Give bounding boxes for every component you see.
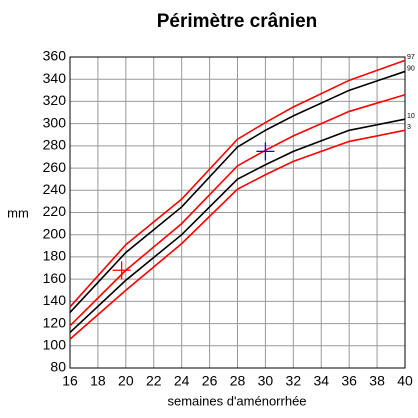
y-tick-label: 280 — [43, 137, 67, 153]
x-tick-label: 26 — [202, 373, 218, 389]
curve — [69, 59, 406, 308]
y-axis-label: mm — [7, 205, 29, 220]
x-axis-label: semaines d'aménorrhée — [167, 393, 306, 408]
x-tick-label: 16 — [62, 373, 78, 389]
curve — [69, 70, 406, 314]
x-tick-label: 36 — [341, 373, 357, 389]
y-tick-label: 320 — [43, 92, 67, 108]
x-tick-label: 34 — [313, 373, 329, 389]
y-tick-label: 200 — [43, 225, 67, 241]
y-tick-label: 80 — [50, 359, 66, 375]
curve — [69, 93, 406, 327]
y-tick-label: 300 — [43, 114, 67, 130]
x-tick-label: 30 — [258, 373, 274, 389]
x-tick-label: 38 — [369, 373, 385, 389]
y-tick-label: 100 — [43, 336, 67, 352]
x-tick-label: 28 — [230, 373, 246, 389]
x-tick-label: 24 — [174, 373, 190, 389]
x-tick-label: 40 — [397, 373, 413, 389]
chart-title: Périmètre crânien — [157, 11, 318, 32]
curve — [69, 129, 406, 340]
y-tick-label: 340 — [43, 70, 67, 86]
curve-label: 97 — [407, 54, 415, 61]
y-tick-label: 140 — [43, 292, 67, 308]
x-tick-label: 32 — [286, 373, 302, 389]
plot-frame — [69, 56, 406, 369]
curve-label: 10 — [407, 113, 415, 120]
curve-label: 90 — [407, 65, 415, 72]
y-tick-label: 260 — [43, 159, 67, 175]
curve — [69, 118, 406, 334]
curve-label: 3 — [407, 124, 411, 131]
y-tick-label: 160 — [43, 270, 67, 286]
x-tick-label: 22 — [146, 373, 162, 389]
x-tick-label: 20 — [118, 373, 134, 389]
y-tick-label: 240 — [43, 181, 67, 197]
y-tick-label: 220 — [43, 203, 67, 219]
x-tick-label: 18 — [90, 373, 106, 389]
y-tick-label: 360 — [43, 48, 67, 64]
y-tick-label: 180 — [43, 248, 67, 264]
y-tick-label: 120 — [43, 314, 67, 330]
